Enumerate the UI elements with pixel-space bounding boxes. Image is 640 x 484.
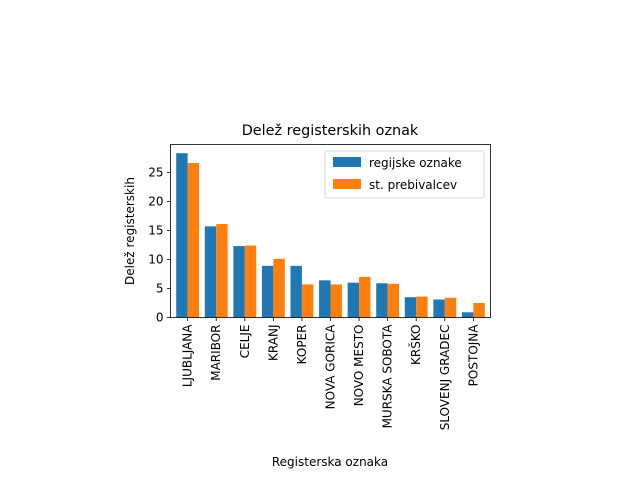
y-tick-label-4: 20 bbox=[148, 194, 163, 208]
bar-prebivalcev-6 bbox=[359, 276, 371, 318]
chart-title: Delež registerskih oznak bbox=[242, 123, 419, 139]
bar-regijske-0 bbox=[176, 153, 188, 318]
bar-prebivalcev-7 bbox=[387, 283, 400, 318]
x-axis: LJUBLJANA MARIBOR CELJE KRANJ KOPER NOVA GORI… bbox=[181, 317, 480, 431]
bar-prebivalcev-0 bbox=[187, 163, 200, 318]
bar-regijske-6 bbox=[347, 282, 360, 318]
x-tick-label-9: SLOVENJ GRADEC bbox=[438, 325, 452, 431]
x-tick-label-10: POSTOJNA bbox=[466, 324, 480, 387]
bar-prebivalcev-5 bbox=[330, 284, 342, 318]
bar-prebivalcev-3 bbox=[273, 258, 285, 318]
plot-frame bbox=[170, 144, 491, 318]
bar-prebivalcev-1 bbox=[216, 224, 228, 318]
legend-box bbox=[324, 150, 485, 199]
bar-prebivalcev-8 bbox=[416, 296, 428, 318]
x-tick-label-8: KRŠKO bbox=[408, 325, 423, 365]
y-axis: 0 5 10 15 20 25 bbox=[148, 165, 171, 325]
x-tick-label-2: CELJE bbox=[238, 325, 252, 359]
legend-swatch-prebivalcev bbox=[333, 179, 361, 189]
y-tick-label-0: 0 bbox=[156, 311, 164, 325]
x-tick-label-4: KOPER bbox=[295, 325, 309, 365]
bars-group bbox=[176, 153, 485, 318]
bar-regijske-9 bbox=[433, 299, 445, 318]
bar-regijske-8 bbox=[404, 297, 417, 318]
bar-regijske-1 bbox=[204, 226, 217, 318]
bar-regijske-7 bbox=[376, 283, 388, 318]
bar-prebivalcev-9 bbox=[444, 297, 457, 318]
bar-regijske-2 bbox=[233, 246, 245, 318]
legend-swatch-regijske bbox=[333, 157, 361, 167]
y-axis-label: Delež registerskih bbox=[123, 177, 137, 285]
bar-prebivalcev-2 bbox=[244, 245, 257, 318]
legend-label-regijske: regijske oznake bbox=[369, 156, 462, 170]
bar-regijske-3 bbox=[261, 265, 274, 318]
bar-prebivalcev-10 bbox=[473, 302, 485, 318]
x-tick-label-3: KRANJ bbox=[266, 325, 280, 361]
bar-prebivalcev-4 bbox=[301, 284, 314, 318]
x-axis-label: Registerska oznaka bbox=[272, 455, 388, 469]
y-tick-label-3: 15 bbox=[148, 223, 163, 237]
x-tick-label-5: NOVA GORICA bbox=[324, 324, 338, 410]
x-tick-label-7: MURSKA SOBOTA bbox=[381, 324, 395, 429]
x-tick-label-6: NOVO MESTO bbox=[352, 325, 366, 407]
x-tick-label-0: LJUBLJANA bbox=[181, 324, 195, 387]
bar-regijske-4 bbox=[290, 265, 302, 318]
y-tick-label-1: 5 bbox=[156, 281, 164, 295]
x-tick-label-1: MARIBOR bbox=[209, 325, 223, 381]
bar-regijske-10 bbox=[461, 312, 474, 318]
legend: regijske oznake st. prebivalcev bbox=[324, 150, 485, 199]
y-tick-label-5: 25 bbox=[148, 165, 163, 179]
y-tick-label-2: 10 bbox=[148, 252, 163, 266]
legend-label-prebivalcev: st. prebivalcev bbox=[369, 178, 457, 192]
bar-regijske-5 bbox=[319, 280, 331, 318]
